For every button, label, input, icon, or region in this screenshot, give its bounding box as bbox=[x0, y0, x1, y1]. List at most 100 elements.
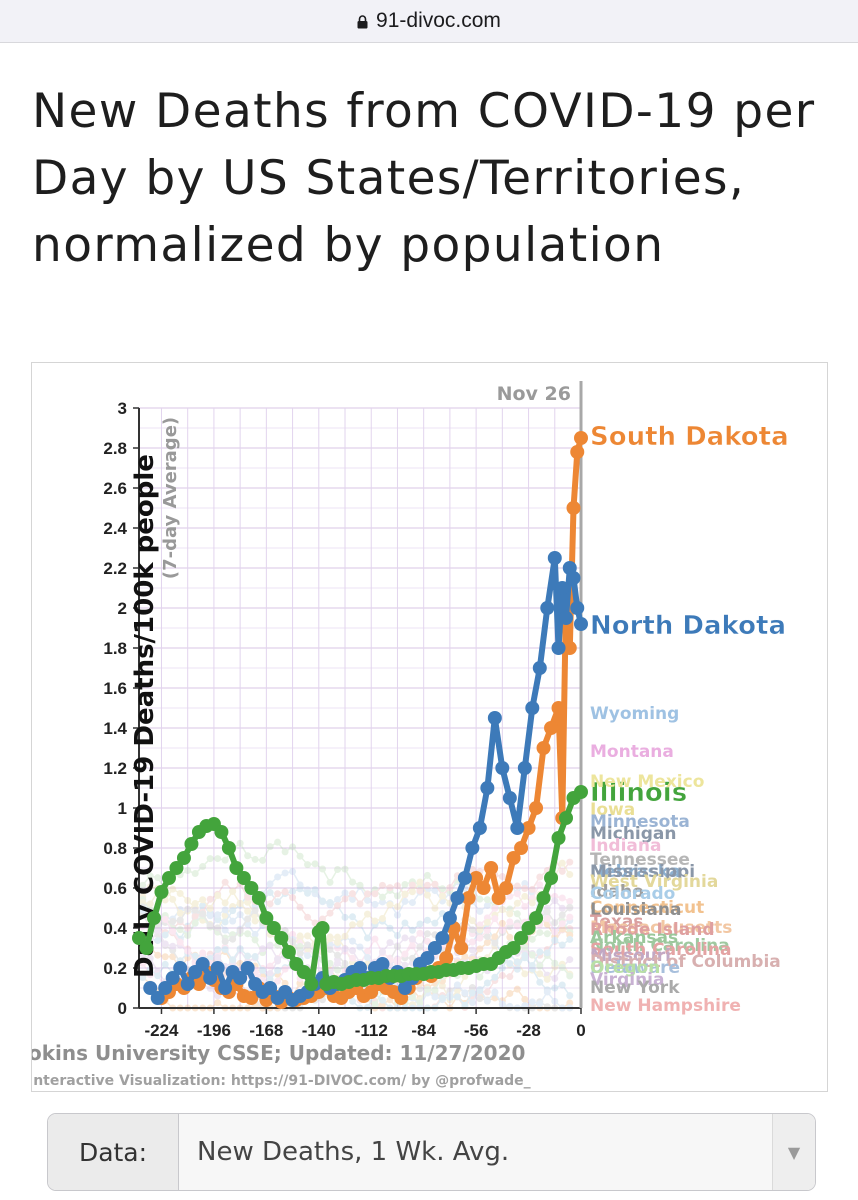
data-point bbox=[547, 551, 562, 565]
background-line bbox=[142, 908, 570, 1009]
background-point bbox=[146, 872, 154, 880]
background-point bbox=[281, 869, 289, 877]
background-point bbox=[378, 948, 386, 956]
background-point bbox=[446, 987, 454, 995]
background-point bbox=[161, 913, 169, 921]
background-point bbox=[251, 907, 259, 915]
chart-container[interactable]: 0 0.2 0.4 0.6 0.8 1 1.2 1.4 1.6 1.8 2 2.2 2.4 2.6 2.8 3… bbox=[31, 362, 828, 1092]
background-point bbox=[476, 973, 484, 981]
y-tick-label: 1 bbox=[118, 799, 127, 818]
background-point bbox=[139, 899, 147, 907]
background-point bbox=[416, 996, 424, 1004]
background-point bbox=[483, 933, 491, 941]
background-point bbox=[281, 848, 289, 856]
background-point bbox=[378, 893, 386, 901]
background-point bbox=[476, 989, 484, 997]
browser-url-bar[interactable]: 91-divoc.com bbox=[0, 0, 858, 43]
background-point bbox=[161, 941, 169, 949]
background-point bbox=[221, 911, 229, 919]
background-point bbox=[476, 933, 484, 941]
background-point bbox=[244, 930, 252, 938]
background-point bbox=[491, 905, 499, 913]
background-point bbox=[378, 996, 386, 1004]
background-point bbox=[483, 914, 491, 922]
state-label: West Virginia bbox=[590, 872, 718, 892]
state-label: Rhode Island bbox=[590, 920, 715, 940]
background-point bbox=[476, 988, 484, 996]
background-point bbox=[461, 999, 469, 1007]
background-point bbox=[184, 907, 192, 915]
background-point bbox=[184, 949, 192, 957]
background-point bbox=[334, 896, 342, 904]
background-point bbox=[139, 896, 147, 904]
data-point bbox=[233, 971, 248, 985]
background-point bbox=[229, 935, 237, 943]
background-point bbox=[513, 922, 521, 930]
background-point bbox=[229, 907, 237, 915]
x-tick-label: 0 bbox=[576, 1021, 585, 1040]
chevron-down-icon[interactable]: ▼ bbox=[772, 1114, 815, 1190]
background-point bbox=[521, 885, 529, 893]
background-point bbox=[393, 911, 401, 919]
background-point bbox=[214, 951, 222, 959]
background-point bbox=[244, 952, 252, 960]
data-selector[interactable]: Data: New Deaths, 1 Wk. Avg. ▼ bbox=[47, 1113, 816, 1191]
data-point bbox=[536, 891, 551, 905]
background-line bbox=[142, 938, 571, 1009]
background-point bbox=[236, 901, 244, 909]
background-point bbox=[468, 999, 476, 1007]
x-tick-label: -84 bbox=[411, 1021, 436, 1040]
background-point bbox=[476, 985, 484, 993]
background-point bbox=[176, 906, 184, 914]
background-point bbox=[423, 937, 431, 945]
data-point bbox=[184, 837, 199, 851]
background-point bbox=[199, 949, 207, 957]
data-point bbox=[210, 961, 225, 975]
background-point bbox=[154, 972, 162, 980]
background-point bbox=[304, 947, 312, 955]
background-point bbox=[543, 949, 551, 957]
background-point bbox=[311, 890, 319, 898]
state-label: South Carolina bbox=[590, 940, 731, 960]
background-point bbox=[229, 903, 237, 911]
background-point bbox=[551, 959, 559, 967]
background-point bbox=[229, 887, 237, 895]
background-point bbox=[491, 937, 499, 945]
background-point bbox=[401, 954, 409, 962]
background-point bbox=[326, 901, 334, 909]
background-point bbox=[289, 936, 297, 944]
background-point bbox=[334, 933, 342, 941]
background-point bbox=[408, 937, 416, 945]
data-select-dropdown[interactable]: New Deaths, 1 Wk. Avg. ▼ bbox=[179, 1114, 815, 1190]
background-point bbox=[498, 873, 506, 881]
data-point bbox=[487, 711, 502, 725]
background-point bbox=[266, 970, 274, 978]
background-point bbox=[446, 991, 454, 999]
background-point bbox=[558, 867, 566, 875]
background-point bbox=[476, 895, 484, 903]
background-point bbox=[296, 932, 304, 940]
background-point bbox=[199, 910, 207, 918]
background-point bbox=[371, 890, 379, 898]
background-point bbox=[221, 878, 229, 886]
background-point bbox=[334, 966, 342, 974]
background-point bbox=[161, 913, 169, 921]
background-point bbox=[543, 946, 551, 954]
data-select-value: New Deaths, 1 Wk. Avg. bbox=[197, 1137, 510, 1167]
background-point bbox=[513, 985, 521, 993]
background-point bbox=[566, 858, 574, 866]
data-point bbox=[525, 701, 540, 715]
background-point bbox=[506, 961, 514, 969]
background-point bbox=[453, 982, 461, 990]
background-line bbox=[142, 856, 571, 939]
deaths-chart[interactable]: 0 0.2 0.4 0.6 0.8 1 1.2 1.4 1.6 1.8 2 2.2 2.4 2.6 2.8 3… bbox=[32, 363, 827, 1091]
background-point bbox=[229, 957, 237, 965]
background-point bbox=[543, 952, 551, 960]
data-point bbox=[150, 991, 165, 1005]
background-point bbox=[386, 886, 394, 894]
background-point bbox=[551, 933, 559, 941]
series-label: South Dakota bbox=[590, 422, 789, 452]
background-point bbox=[483, 926, 491, 934]
background-point bbox=[491, 942, 499, 950]
background-point bbox=[528, 894, 536, 902]
